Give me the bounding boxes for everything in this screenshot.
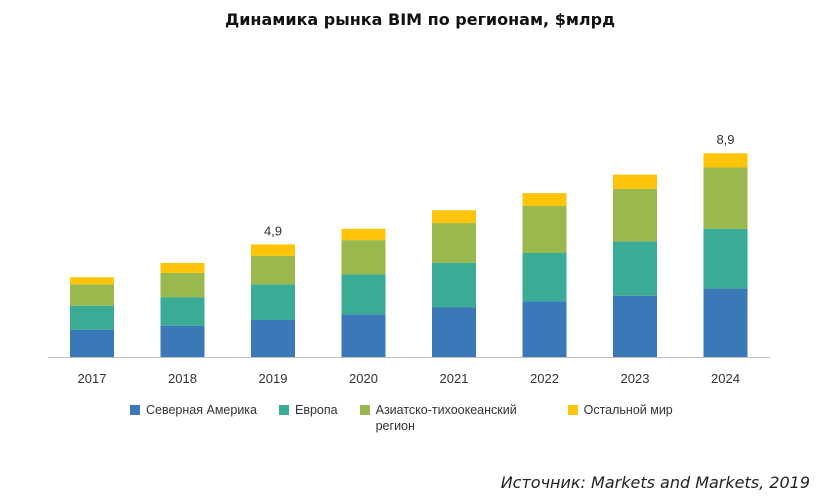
legend-label-north-america: Северная Америка [146, 403, 257, 417]
legend-label-rest-of-world: Остальной мир [583, 403, 673, 417]
bar-2020-north-america [341, 314, 386, 357]
bar-2024-north-america [703, 288, 748, 357]
legend-item-rest-of-world: Остальной мир [567, 402, 673, 434]
x-tick-label-2022: 2022 [530, 371, 559, 386]
bar-2022-rest-of-world [522, 193, 567, 206]
legend-swatch-europe [279, 405, 289, 415]
bar-2019-europe [251, 284, 295, 320]
bar-2022-asia-pacific [522, 205, 567, 253]
chart-legend: Северная Америка Европа Азиатско-тихооке… [130, 402, 695, 434]
x-tick-label-2019: 2019 [259, 371, 288, 386]
legend-swatch-rest-of-world [567, 405, 578, 415]
source-note: Источник: Markets and Markets, 2019 [500, 473, 810, 492]
bar-2021-europe [432, 262, 476, 308]
total-label-2024: 8,9 [716, 132, 734, 147]
bar-2019-asia-pacific [251, 255, 295, 285]
bar-2024-asia-pacific [703, 167, 748, 229]
legend-item-north-america: Северная Америка [130, 402, 257, 434]
x-tick-label-2023: 2023 [621, 371, 650, 386]
bar-2018-rest-of-world [160, 262, 205, 273]
legend-label-asia-pacific: Азиатско-тихоокеанский регион [375, 403, 517, 433]
bar-2020-asia-pacific [341, 240, 386, 275]
bar-2019-north-america [251, 319, 295, 357]
bar-2017-north-america [70, 329, 114, 357]
bar-2024-europe [703, 228, 748, 289]
legend-label-europe: Европа [295, 403, 338, 417]
bar-2023-rest-of-world [613, 174, 657, 189]
bar-2020-rest-of-world [341, 228, 386, 241]
bar-2018-north-america [160, 325, 205, 357]
bar-2017-asia-pacific [70, 284, 114, 306]
bar-2021-north-america [432, 307, 476, 357]
bar-2024-rest-of-world [703, 153, 748, 168]
legend-item-asia-pacific: Азиатско-тихоокеанский регион [359, 402, 546, 434]
legend-swatch-north-america [130, 405, 140, 415]
x-tick-label-2017: 2017 [78, 371, 107, 386]
bar-2017-rest-of-world [70, 277, 114, 285]
bar-2022-europe [522, 252, 567, 302]
x-tick-label-2018: 2018 [168, 371, 197, 386]
total-label-2019: 4,9 [264, 223, 282, 238]
legend-swatch-asia-pacific [359, 405, 370, 415]
x-tick-label-2024: 2024 [711, 371, 740, 386]
bar-2023-asia-pacific [613, 188, 657, 242]
chart-title: Динамика рынка BIM по регионам, $млрд [224, 10, 616, 29]
bar-2018-europe [160, 297, 205, 326]
bar-2021-rest-of-world [432, 210, 476, 224]
bar-2019-rest-of-world [251, 244, 295, 256]
stacked-bar-chart: 2017 2018 4,9 2019 2020 2021 2022 2023 8,9 2024 [48, 132, 770, 386]
legend-item-europe: Европа [279, 402, 338, 434]
bar-2018-asia-pacific [160, 272, 205, 298]
x-tick-label-2021: 2021 [440, 371, 469, 386]
bar-2022-north-america [522, 301, 567, 357]
bar-2017-europe [70, 305, 114, 330]
bar-2023-europe [613, 241, 657, 296]
bar-2020-europe [341, 274, 386, 315]
x-tick-label-2020: 2020 [349, 371, 378, 386]
bar-2023-north-america [613, 295, 657, 357]
bar-2021-asia-pacific [432, 223, 476, 263]
